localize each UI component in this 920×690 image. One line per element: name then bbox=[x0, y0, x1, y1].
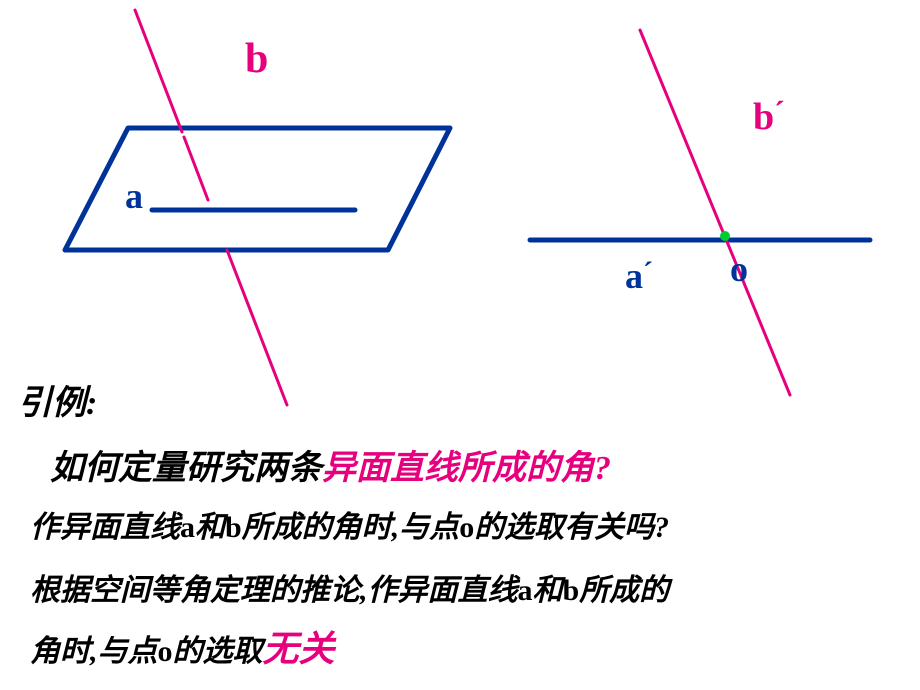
q2-a: 作异面直线 bbox=[30, 511, 180, 544]
a2-a: 角时,与点 bbox=[30, 635, 158, 668]
question-main: 如何定量研究两条异面直线所成的角? bbox=[50, 440, 920, 489]
diagram-area: a b b´ a´ o bbox=[0, 0, 920, 400]
intro-label: 引例: bbox=[18, 375, 920, 424]
label-o: o bbox=[730, 248, 748, 290]
label-b-prime: b´ bbox=[753, 95, 785, 139]
line-b-prime bbox=[640, 30, 790, 395]
q1-part2: 异面直线所成的角? bbox=[322, 450, 611, 487]
plane-parallelogram bbox=[65, 128, 450, 250]
q2-sym-o: o bbox=[459, 511, 474, 544]
q2-b: 和 bbox=[195, 511, 225, 544]
a1-sym-a: a bbox=[518, 574, 533, 607]
label-a: a bbox=[125, 175, 143, 217]
q1-part1: 如何定量研究两条 bbox=[50, 450, 322, 487]
q2-c: 所成的角时,与点 bbox=[242, 511, 460, 544]
a1-c: 所成的 bbox=[579, 574, 669, 607]
q2-sym-b: b bbox=[225, 511, 242, 544]
a1-b: 和 bbox=[533, 574, 563, 607]
a2-red: 无关 bbox=[263, 629, 335, 669]
q2-sym-a: a bbox=[180, 511, 195, 544]
a1-a: 根据空间等角定理的推论,作异面直线 bbox=[30, 574, 518, 607]
answer-line2: 角时,与点o的选取无关 bbox=[30, 620, 920, 672]
a2-b: 的选取 bbox=[173, 635, 263, 668]
label-a-prime: a´ bbox=[625, 255, 653, 297]
q2-d: 的选取有关吗? bbox=[474, 511, 669, 544]
answer-line1: 根据空间等角定理的推论,作异面直线a和b所成的 bbox=[30, 565, 920, 609]
question-sub: 作异面直线a和b所成的角时,与点o的选取有关吗? bbox=[30, 502, 920, 546]
line-b-inside bbox=[184, 137, 208, 200]
a1-sym-b: b bbox=[563, 574, 580, 607]
point-o bbox=[720, 231, 730, 241]
label-b: b bbox=[245, 35, 268, 83]
a2-sym-o: o bbox=[158, 635, 173, 668]
line-b-upper bbox=[135, 10, 182, 132]
